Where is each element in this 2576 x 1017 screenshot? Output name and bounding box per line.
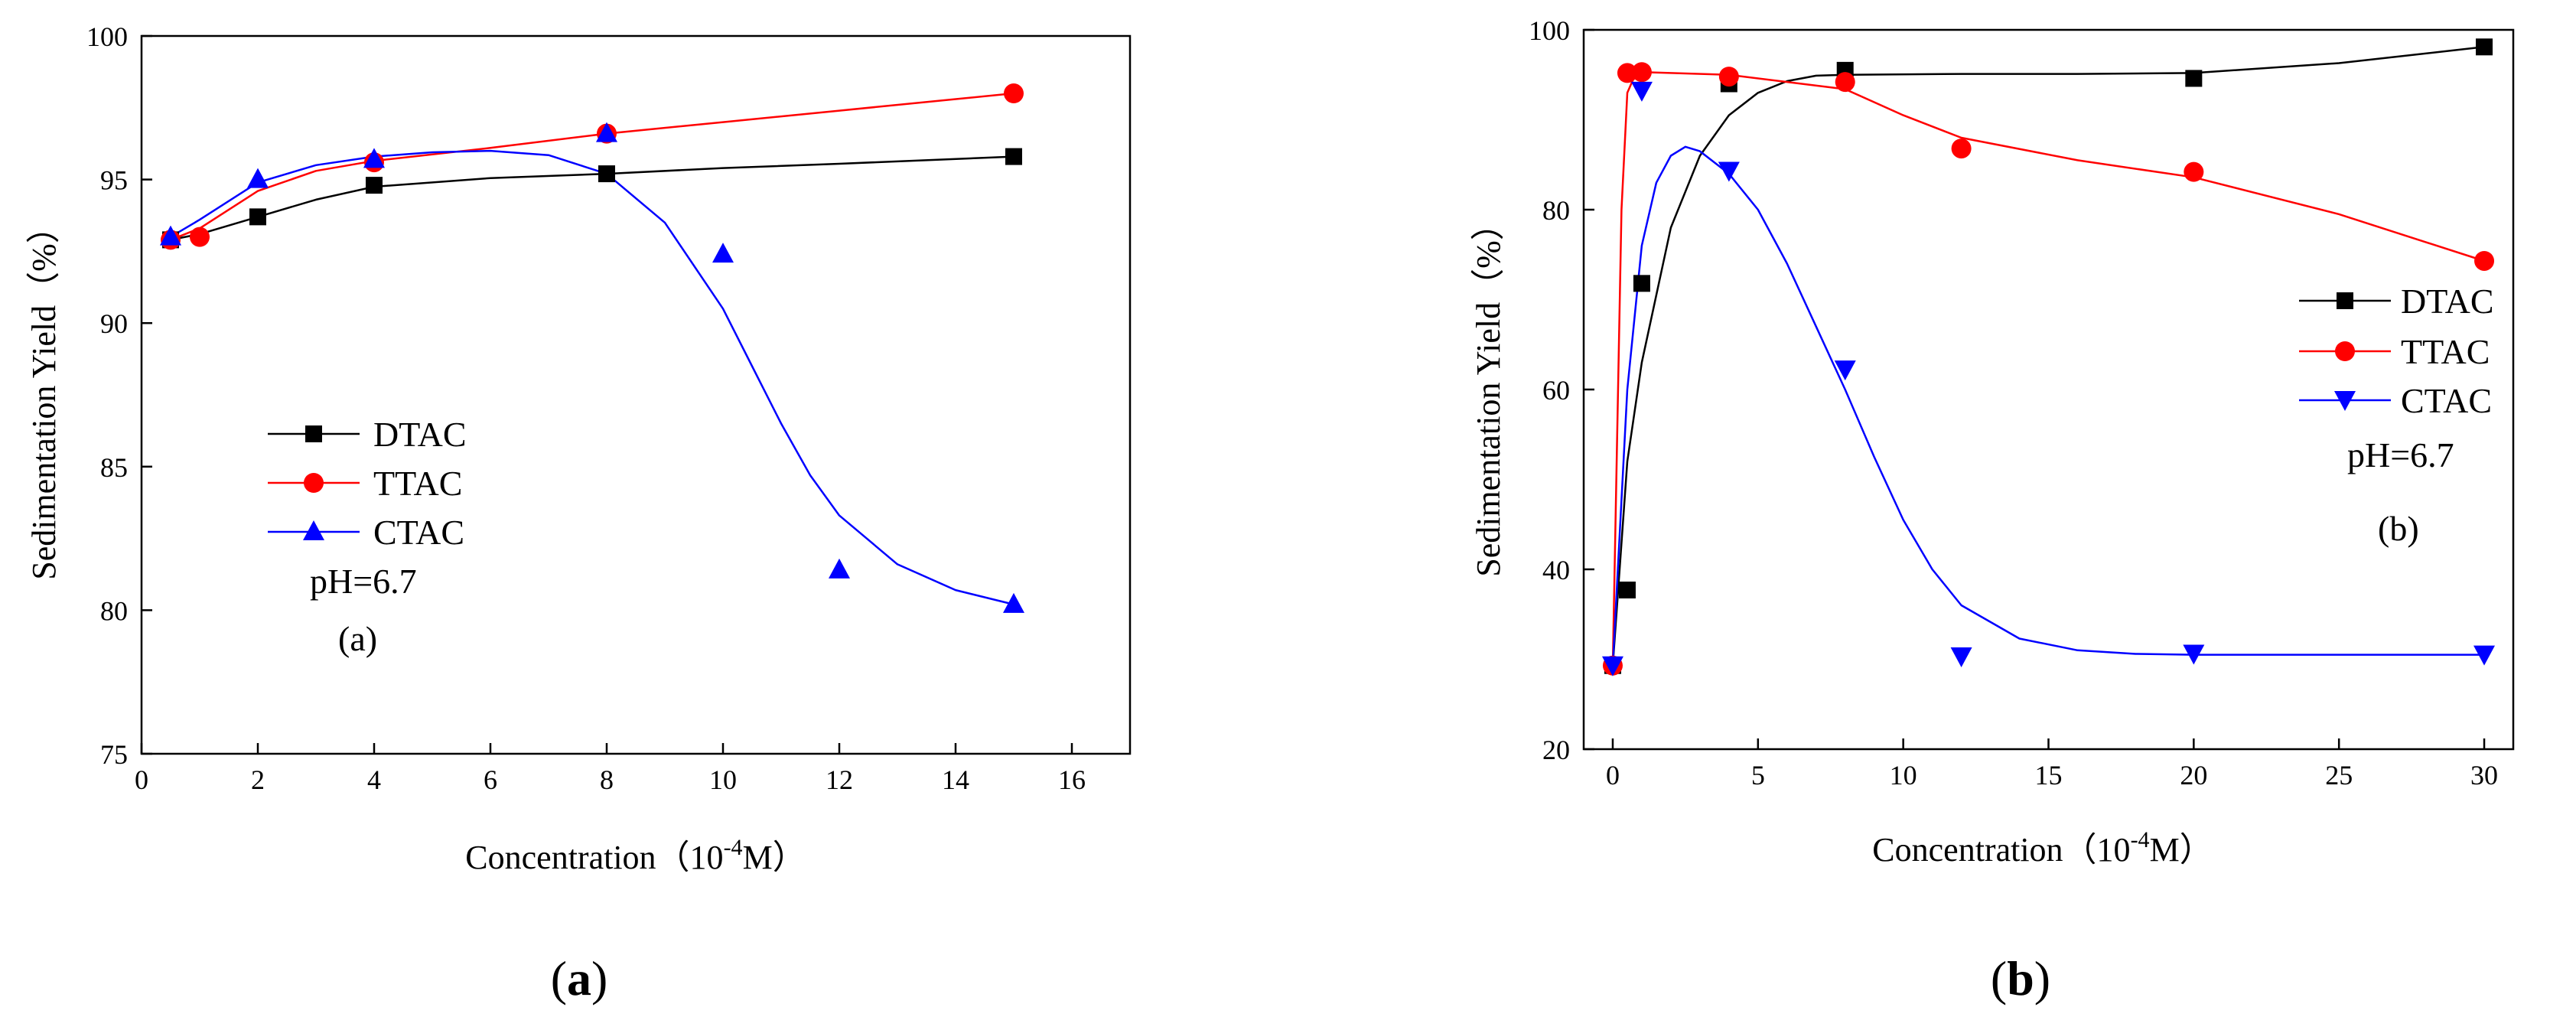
panel-a-ticks: 0 2 4 6 8 10 12 14 16 75 80 85 90 95 100 (86, 21, 1086, 795)
panel-b-chart: 0 5 10 15 20 25 30 20 40 60 80 100 Sedimentation Yi… (1470, 15, 2515, 869)
panel-a-figure-label: (a) (551, 951, 608, 1006)
panel-b-point-ctac (1834, 360, 1856, 381)
panel-a-x-tick-label: 4 (367, 764, 381, 795)
panel-b-legend: DTAC TTAC CTAC (2299, 282, 2494, 420)
panel-a-y-tick-label: 85 (100, 452, 128, 483)
panel-b-x-tick-label: 20 (2180, 760, 2207, 790)
panel-a-curve-ttac (170, 92, 1014, 241)
panel-a-x-tick-label: 16 (1058, 764, 1086, 795)
panel-b-legend-ctac: CTAC (2299, 381, 2492, 420)
panel-a-x-tick-label: 2 (251, 764, 265, 795)
panel-b-y-tick-label: 80 (1542, 195, 1570, 226)
panel-a-point-ctac (712, 243, 734, 263)
panel-a-x-tick-label: 8 (600, 764, 614, 795)
panel-a-y-tick-label: 95 (100, 165, 128, 196)
panel-b-point-ctac (2183, 644, 2205, 665)
panel-b-point-ctac (1601, 656, 1623, 676)
panel-a-x-tick-label: 10 (709, 764, 737, 795)
panel-a-legend-label-ttac: TTAC (373, 464, 462, 503)
panel-a-legend: DTAC TTAC CTAC (268, 415, 467, 552)
panel-b-x-tick-label: 25 (2325, 760, 2353, 790)
panel-a-point-ttac (190, 227, 210, 247)
panel-b-point-ctac (1718, 161, 1740, 182)
panel-b-figure-label: (b) (1991, 951, 2050, 1006)
panel-a-y-tick-label: 90 (100, 308, 128, 339)
panel-b-point-ttac (2184, 161, 2204, 182)
panel-b-point-ctac (1630, 81, 1653, 102)
panel-b-legend-label-ttac: TTAC (2401, 332, 2490, 371)
panel-b-x-tick-label: 0 (1606, 760, 1620, 790)
panel-b-point-dtac (2476, 38, 2493, 56)
panel-b-markers (1601, 38, 2496, 676)
panel-a-x-tick-label: 6 (484, 764, 497, 795)
panel-a-x-tick-label: 14 (942, 764, 969, 795)
panel-a-y-axis-title: Sedimentation Yield（%） (25, 210, 63, 580)
panel-b-point-dtac (2185, 70, 2203, 87)
panel-b-x-axis-title: Concentration（10-4M） (1872, 827, 2213, 869)
panel-a-markers (160, 83, 1024, 613)
panel-b-y-axis-title: Sedimentation Yield（%） (1470, 207, 1507, 577)
panel-b-ph-annotation: pH=6.7 (2347, 435, 2454, 474)
panel-b-y-tick-label: 60 (1542, 375, 1570, 406)
panel-a-curve-ctac (170, 149, 1014, 606)
panel-b-point-ttac (1617, 63, 1637, 83)
panel-a-legend-label-dtac: DTAC (373, 415, 467, 454)
panel-a-legend-ctac: CTAC (268, 513, 464, 552)
panel-b-point-dtac (1633, 275, 1650, 292)
panel-b-point-ttac (1951, 139, 1972, 159)
panel-a-curves (170, 92, 1014, 606)
panel-b-point-ttac (2474, 250, 2495, 271)
panel-b-subplot-annotation: (b) (2378, 509, 2419, 548)
panel-a-point-dtac (1005, 148, 1022, 165)
panel-a-ph-annotation: pH=6.7 (310, 562, 417, 601)
panel-b-curve-ttac (1611, 70, 2485, 666)
panel-a-y-tick-label: 100 (86, 21, 128, 52)
panel-b-legend-label-ctac: CTAC (2401, 381, 2492, 420)
panel-a-point-ctac (596, 122, 617, 142)
panel-a-y-tick-label: 80 (100, 595, 128, 626)
panel-b-curve-ctac (1611, 145, 2484, 666)
panel-a-plot-frame (140, 34, 1132, 755)
panel-a-legend-dtac: DTAC (268, 415, 467, 454)
panel-b-ticks: 0 5 10 15 20 25 30 20 40 60 80 100 (1529, 15, 2498, 790)
panel-a-subplot-annotation: (a) (338, 619, 377, 658)
panel-a-y-tick-label: 75 (100, 739, 128, 770)
panel-b-y-tick-label: 40 (1542, 555, 1570, 585)
panel-a-point-ctac (829, 558, 850, 579)
panel-a-curve-dtac (170, 155, 1014, 241)
panel-b-point-ttac (1835, 72, 1855, 93)
panel-a-point-ctac (1003, 592, 1024, 613)
panel-a-point-ctac (247, 168, 269, 188)
panel-a-point-dtac (598, 165, 615, 183)
panel-b-point-ttac (1631, 62, 1652, 83)
panel-b-point-ctac (1950, 647, 1972, 667)
panel-b-point-ctac (2473, 645, 2496, 666)
panel-b-point-ttac (1718, 67, 1739, 87)
panel-a-point-dtac (366, 177, 383, 194)
panel-a-chart: 0 2 4 6 8 10 12 14 16 75 80 85 90 95 100 Sedimentation… (25, 21, 1132, 876)
panel-b-x-tick-label: 10 (1890, 760, 1917, 790)
panel-b-y-tick-label: 20 (1542, 735, 1570, 765)
panel-a-x-tick-label: 0 (135, 764, 148, 795)
panel-b-legend-ttac: TTAC (2299, 332, 2490, 371)
panel-b-x-tick-label: 5 (1751, 760, 1765, 790)
panel-a-point-ttac (1004, 83, 1024, 104)
panel-b-plot-frame (1582, 28, 2515, 751)
panel-b-point-dtac (1618, 582, 1636, 599)
panel-a-point-ctac (160, 225, 181, 246)
panel-b-x-tick-label: 15 (2035, 760, 2063, 790)
panel-a-legend-ttac: TTAC (268, 464, 462, 503)
panel-b-y-tick-label: 100 (1529, 15, 1570, 46)
panel-b-x-tick-label: 30 (2470, 760, 2498, 790)
panel-b-legend-dtac: DTAC (2299, 282, 2494, 321)
panel-b-legend-label-dtac: DTAC (2401, 282, 2494, 321)
panel-a-point-ctac (363, 148, 385, 168)
panel-a-legend-label-ctac: CTAC (373, 513, 464, 552)
panel-a-x-tick-label: 12 (826, 764, 853, 795)
panel-a-x-axis-title: Concentration（10-4M） (465, 835, 806, 876)
panel-a-point-dtac (249, 208, 266, 226)
